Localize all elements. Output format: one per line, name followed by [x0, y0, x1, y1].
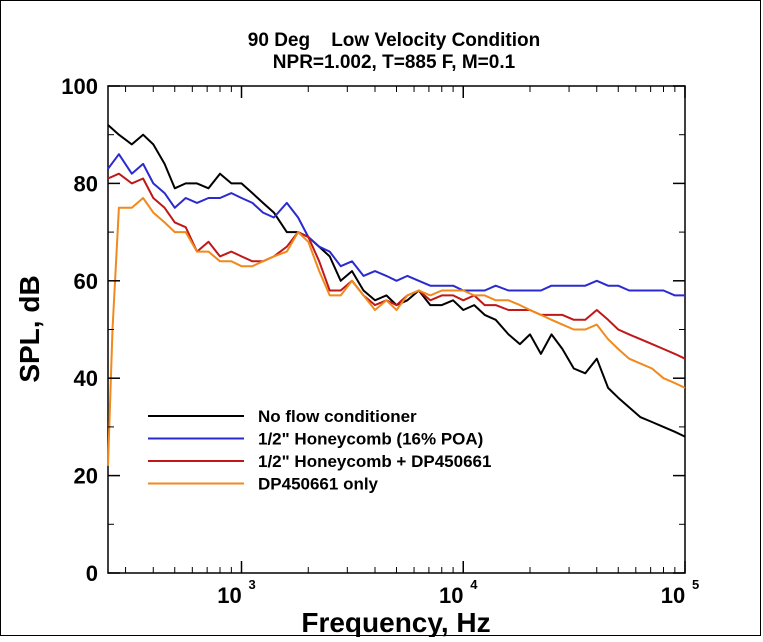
series-line-3	[107, 172, 686, 360]
y-tick-label: 20	[74, 464, 98, 489]
x-tick-label: 10	[661, 583, 685, 608]
x-tick-label: 10	[217, 583, 241, 608]
legend-label-2: 1/2" Honeycomb (16% POA)	[258, 430, 483, 449]
chart-title: 90 Deg Low Velocity Condition	[248, 30, 540, 51]
y-tick-label: 100	[61, 74, 98, 99]
x-axis-label: Frequency, Hz	[301, 607, 490, 637]
y-tick-label: 0	[86, 561, 98, 586]
legend-label-1: No flow conditioner	[258, 407, 417, 426]
y-axis-label: SPL, dB	[14, 275, 45, 382]
x-tick-exponent: 3	[249, 577, 256, 592]
x-tick-label: 10	[439, 583, 463, 608]
y-tick-label: 60	[74, 269, 98, 294]
ticks-layer: 0 20 40 60 80 100 10 3 10 4 10 5	[61, 74, 699, 608]
plot-area	[107, 85, 686, 574]
legend-label-3: 1/2" Honeycomb + DP450661	[258, 452, 491, 471]
y-tick-label: 80	[74, 171, 98, 196]
y-tick-label: 40	[74, 366, 98, 391]
x-tick-exponent: 5	[692, 577, 699, 592]
series-line-2	[107, 153, 685, 297]
legend-label-4: DP450661 only	[258, 475, 379, 494]
legend: No flow conditioner 1/2" Honeycomb (16% P…	[148, 407, 491, 494]
series-line-4	[107, 197, 686, 466]
series-layer	[107, 124, 686, 466]
x-tick-exponent: 4	[470, 577, 478, 592]
chart-subtitle: NPR=1.002, T=885 F, M=0.1	[273, 52, 516, 73]
